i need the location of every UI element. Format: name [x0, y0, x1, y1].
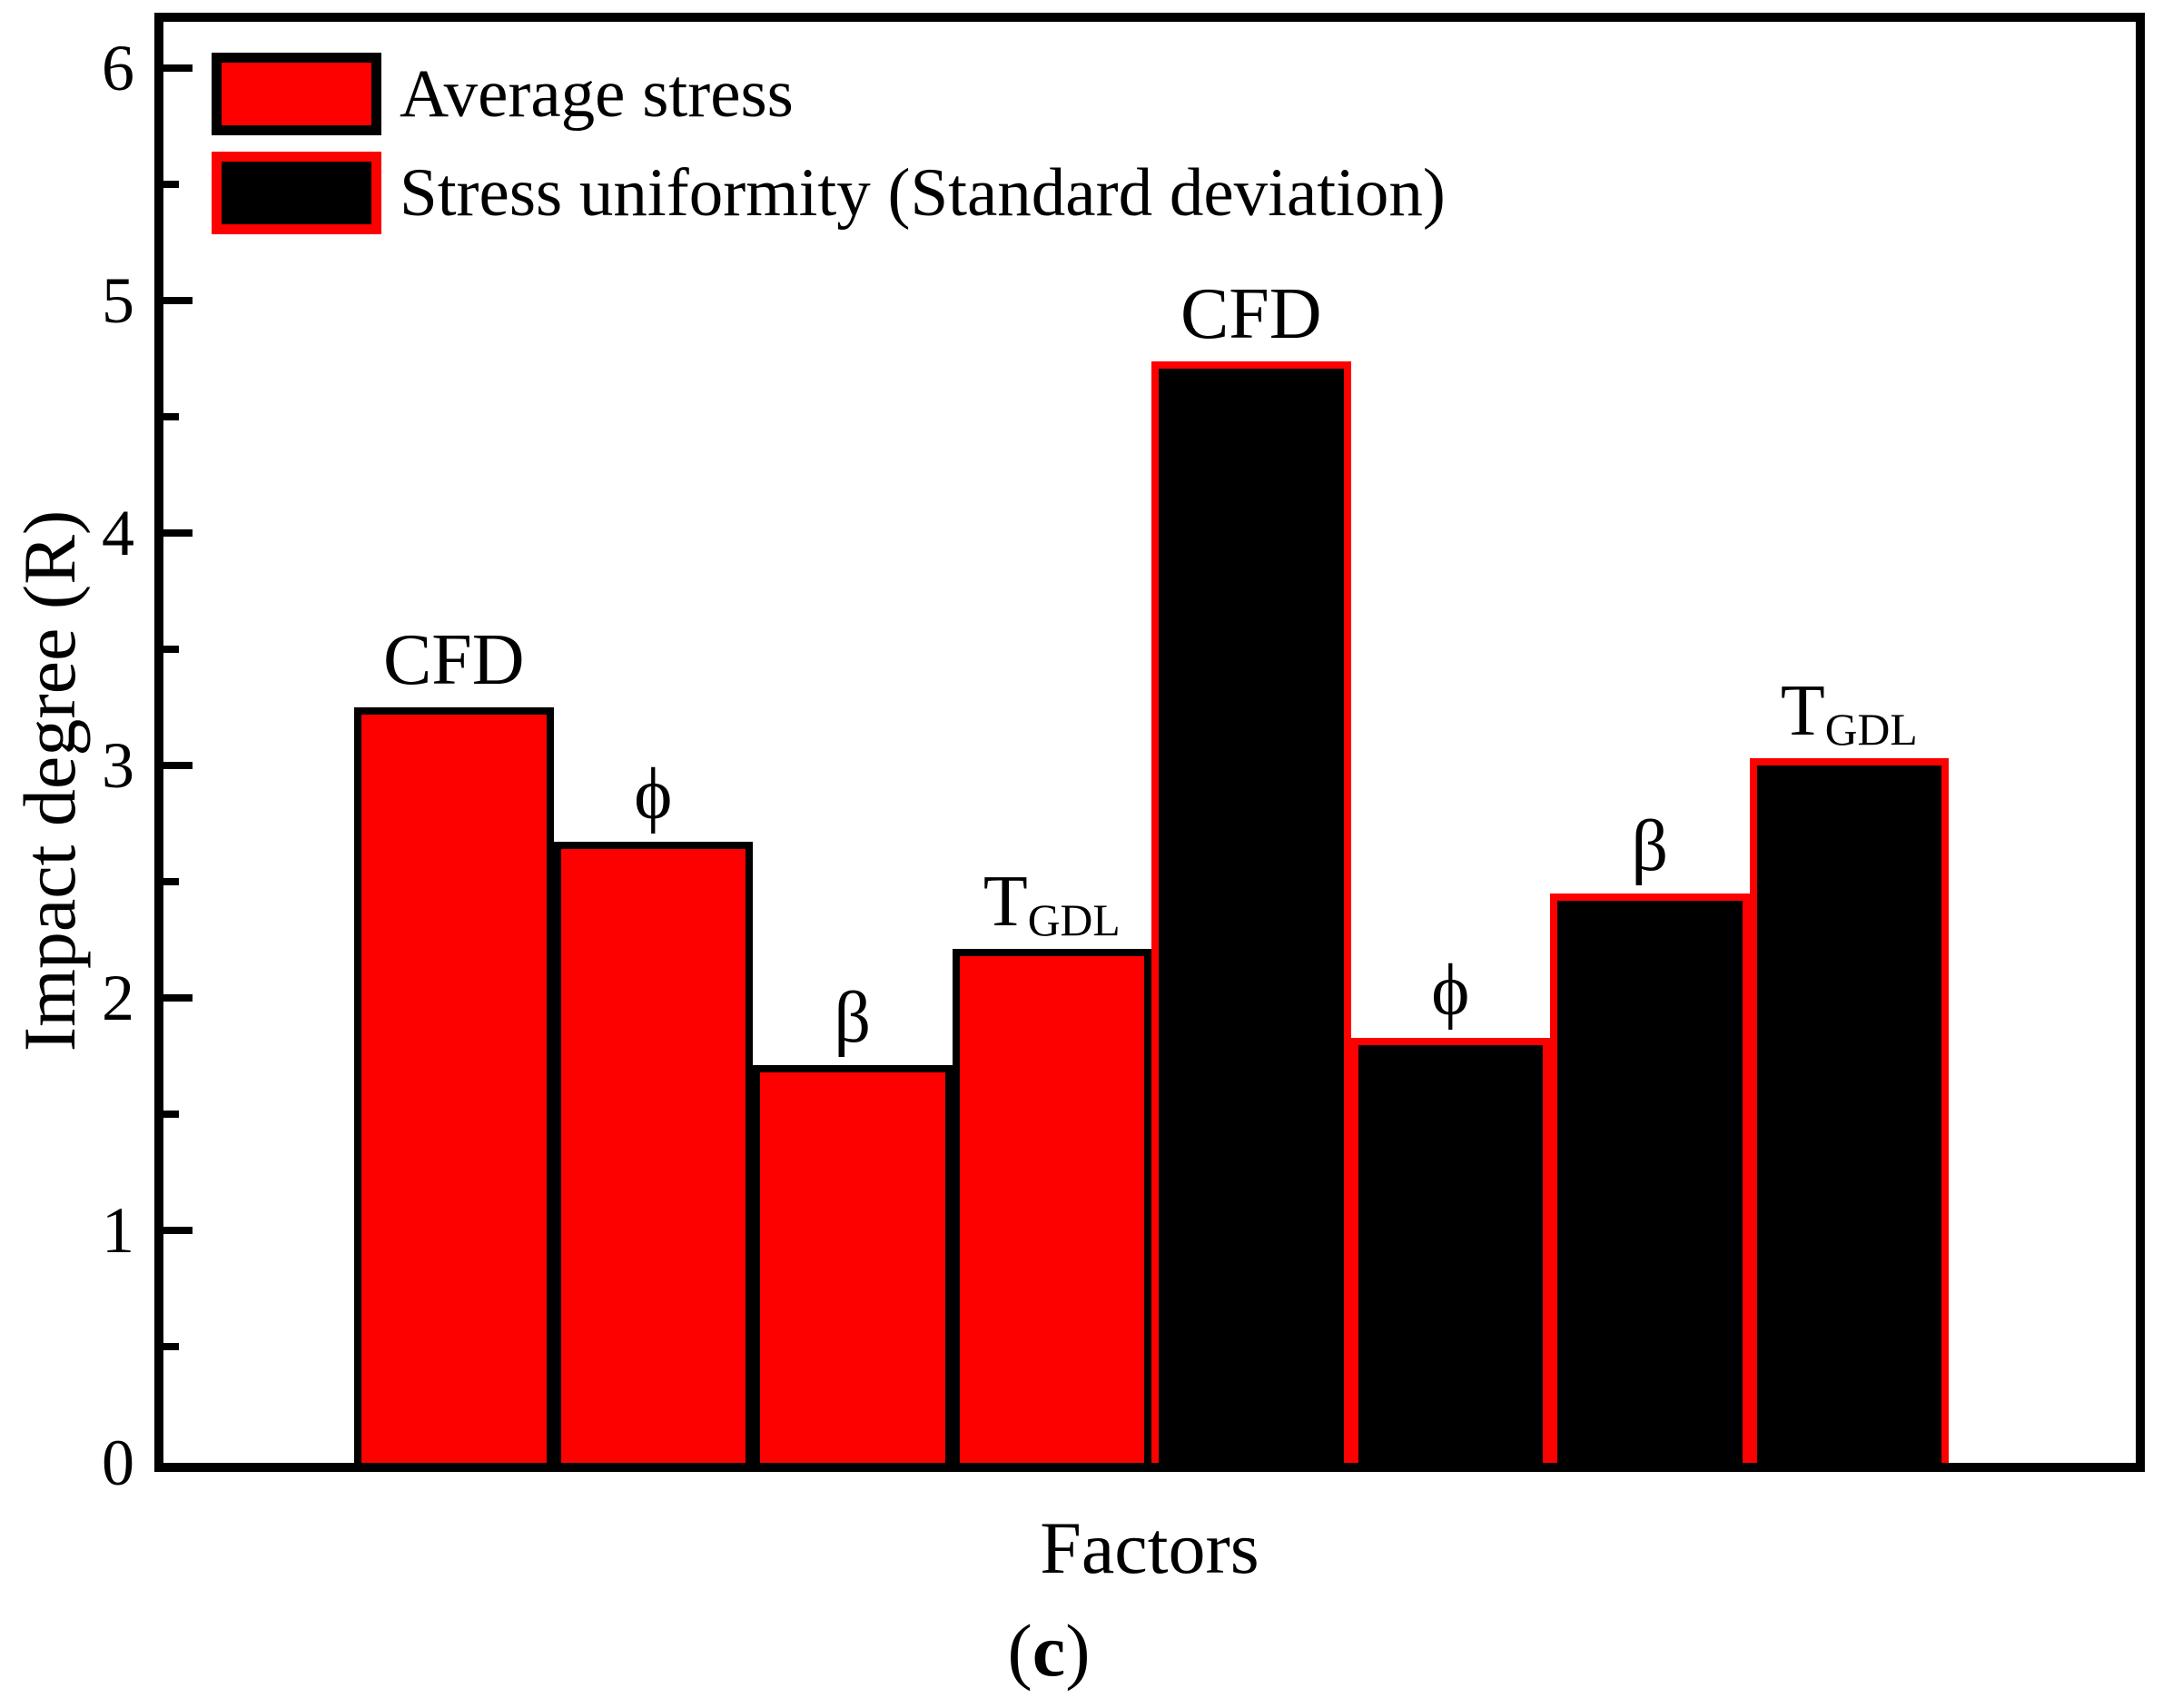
legend-swatch-stress-uniformity: [212, 152, 381, 234]
plot-frame: [154, 13, 2145, 1472]
bar-label-text: β: [1631, 805, 1669, 886]
legend-label-stress-uniformity: Stress uniformity (Standard deviation): [400, 155, 1446, 231]
bar-label-cfd-0: CFD: [309, 620, 599, 700]
legend-swatch-average-stress: [212, 53, 381, 135]
y-axis-tick-minor-2.5: [163, 878, 179, 885]
bar-label-text: β: [834, 978, 872, 1059]
bar-label-text: CFD: [1180, 273, 1322, 354]
caption-close-paren: ): [1065, 1609, 1091, 1692]
y-axis-tick-major-4: [163, 529, 193, 537]
y-axis-tick-major-5: [163, 297, 193, 304]
caption-open-paren: (: [1007, 1609, 1032, 1692]
y-axis-tick-major-2: [163, 994, 193, 1002]
x-axis-title: Factors: [1040, 1506, 1259, 1589]
y-axis-tick-major-1: [163, 1227, 193, 1234]
y-tick-label-6: 6: [102, 32, 134, 104]
y-tick-label-0: 0: [102, 1427, 134, 1499]
bar-label-text: ϕ: [634, 755, 673, 835]
bar-label-ϕ-1: ϕ: [1305, 951, 1595, 1031]
bar-label-text: T: [1780, 671, 1825, 752]
bar-label-ϕ-0: ϕ: [508, 755, 798, 834]
y-tick-label-2: 2: [102, 962, 134, 1034]
y-tick-label-1: 1: [102, 1194, 134, 1267]
legend-label-average-stress: Average stress: [400, 56, 794, 132]
bar-average-stress-tgdl: [952, 949, 1151, 1463]
y-axis-tick-minor-5.5: [163, 181, 179, 188]
figure-caption: (c): [867, 1605, 1230, 1696]
caption-letter: c: [1032, 1609, 1066, 1692]
bar-label-tgdl-1: TGDL: [1704, 671, 1994, 760]
bar-stress-uniformity-β: [1550, 893, 1750, 1463]
y-axis-tick-major-6: [163, 64, 193, 72]
y-axis-tick-minor-3.5: [163, 646, 179, 653]
y-tick-label-4: 4: [102, 497, 134, 569]
bar-label-text: ϕ: [1431, 950, 1470, 1031]
y-axis-tick-minor-1.5: [163, 1111, 179, 1118]
y-tick-label-3: 3: [102, 729, 134, 802]
y-axis-tick-minor-4.5: [163, 413, 179, 420]
y-axis-tick-minor-0.5: [163, 1343, 179, 1350]
bar-label-subscript: GDL: [1027, 895, 1121, 946]
bar-label-text: CFD: [382, 620, 525, 700]
y-tick-label-5: 5: [102, 264, 134, 337]
bar-average-stress-β: [753, 1065, 953, 1463]
bar-label-subscript: GDL: [1824, 705, 1918, 755]
bar-label-cfd-1: CFD: [1106, 274, 1397, 354]
bar-label-tgdl-0: TGDL: [906, 862, 1197, 951]
bar-stress-uniformity-ϕ: [1350, 1037, 1550, 1463]
bar-stress-uniformity-cfd: [1151, 360, 1351, 1463]
bar-average-stress-ϕ: [553, 842, 753, 1463]
bar-average-stress-cfd: [354, 707, 554, 1463]
bar-label-text: T: [983, 862, 1028, 943]
y-axis-title: Impact degree (R): [8, 509, 91, 1052]
bar-stress-uniformity-tgdl: [1749, 758, 1949, 1463]
y-axis-tick-major-3: [163, 762, 193, 769]
bar-label-β-0: β: [707, 978, 998, 1058]
bar-label-β-1: β: [1505, 806, 1795, 886]
